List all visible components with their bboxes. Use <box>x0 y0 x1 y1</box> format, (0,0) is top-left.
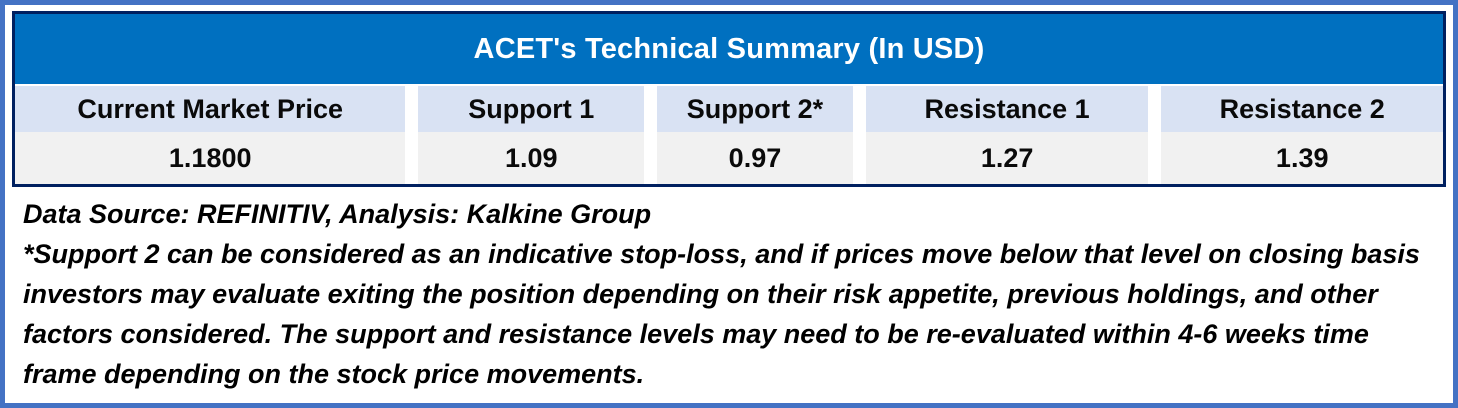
value-current-market-price: 1.1800 <box>15 132 406 184</box>
table-title: ACET's Technical Summary (In USD) <box>473 32 985 65</box>
value-support-2: 0.97 <box>657 132 853 184</box>
table-grid: Current Market Price Support 1 Support 2… <box>15 86 1443 184</box>
column-header-resistance-2: Resistance 2 <box>1161 86 1443 132</box>
value-resistance-1: 1.27 <box>865 132 1149 184</box>
footnotes-section: Data Source: REFINITIV, Analysis: Kalkin… <box>5 187 1453 394</box>
table-title-bar: ACET's Technical Summary (In USD) <box>15 14 1443 86</box>
value-support-1: 1.09 <box>418 132 645 184</box>
column-header-support-2: Support 2* <box>657 86 853 132</box>
data-source-line: Data Source: REFINITIV, Analysis: Kalkin… <box>23 199 652 229</box>
value-resistance-2: 1.39 <box>1161 132 1443 184</box>
footnote-line-2: investors may evaluate exiting the posit… <box>23 279 1378 309</box>
footnote-line-1: *Support 2 can be considered as an indic… <box>23 239 1420 269</box>
column-header-support-1: Support 1 <box>418 86 645 132</box>
column-header-current-market-price: Current Market Price <box>15 86 406 132</box>
footnote-line-4: frame depending on the stock price movem… <box>23 359 645 389</box>
technical-summary-table: ACET's Technical Summary (In USD) Curren… <box>12 11 1446 187</box>
column-header-resistance-1: Resistance 1 <box>865 86 1149 132</box>
footnote-line-3: factors considered. The support and resi… <box>23 319 1369 349</box>
